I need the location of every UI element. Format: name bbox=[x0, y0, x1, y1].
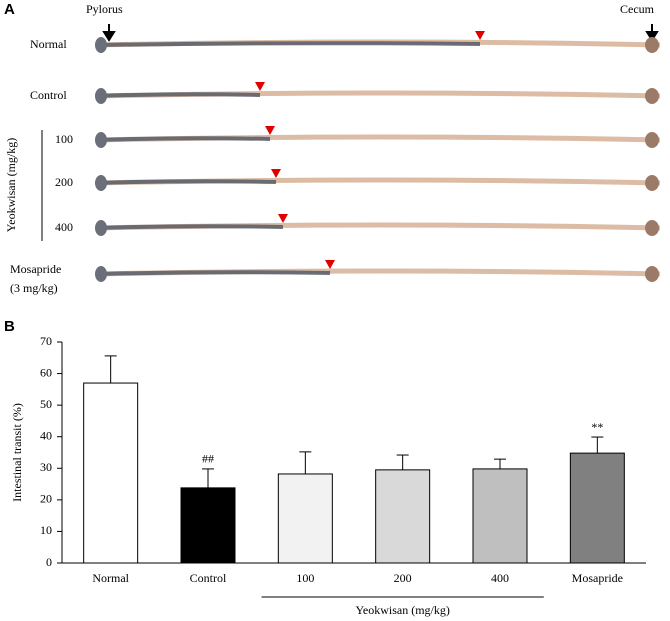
cecum-label: Cecum bbox=[620, 2, 655, 16]
bar bbox=[83, 382, 139, 564]
cecum bbox=[645, 37, 659, 53]
pylorus bbox=[95, 88, 107, 104]
row-label: 200 bbox=[55, 175, 73, 189]
row-label: Mosapride bbox=[10, 262, 61, 276]
pylorus bbox=[95, 37, 107, 53]
x-tick-label: 400 bbox=[491, 571, 509, 585]
transit-marker bbox=[265, 126, 275, 135]
x-tick-label: Normal bbox=[92, 571, 129, 585]
arrow bbox=[645, 24, 659, 42]
y-tick-label: 70 bbox=[40, 334, 52, 348]
intestine-content bbox=[97, 179, 277, 185]
panel-label: A bbox=[4, 1, 15, 18]
row-label: Control bbox=[30, 88, 67, 102]
intestine-content bbox=[97, 270, 331, 276]
y-axis-label: Intestinal transit (%) bbox=[10, 403, 24, 502]
row-label: Normal bbox=[30, 37, 67, 51]
transit-marker bbox=[271, 169, 281, 178]
bar bbox=[180, 487, 236, 564]
bar bbox=[472, 468, 528, 564]
bar bbox=[375, 469, 431, 564]
transit-marker bbox=[278, 214, 288, 223]
arrow bbox=[102, 24, 116, 42]
transit-marker bbox=[475, 31, 485, 40]
intestine-content bbox=[97, 224, 284, 230]
transit-marker bbox=[325, 260, 335, 269]
bar-chart: Intestinal transit (%) 0 10 20 30 40 50 60 70 Nor… bbox=[10, 334, 646, 617]
y-tick-label: 30 bbox=[40, 460, 52, 474]
x-tick-label: 100 bbox=[296, 571, 314, 585]
y-tick-label: 60 bbox=[40, 365, 52, 379]
intestine-content bbox=[97, 41, 481, 47]
x-tick-label: Mosapride bbox=[572, 571, 623, 585]
x-tick-label: 200 bbox=[394, 571, 412, 585]
group-label: Yeokwisan (mg/kg) bbox=[355, 603, 449, 617]
y-tick-label: 40 bbox=[40, 428, 52, 442]
row-label: 400 bbox=[55, 220, 73, 234]
significance-label: ## bbox=[202, 452, 214, 466]
panel-label: B bbox=[4, 318, 15, 335]
cecum bbox=[645, 88, 659, 104]
pylorus bbox=[95, 266, 107, 282]
group-label: Yeokwisan (mg/kg) bbox=[4, 138, 18, 232]
y-tick-label: 10 bbox=[40, 523, 52, 537]
intestine-photo bbox=[95, 31, 661, 282]
row-label: (3 mg/kg) bbox=[10, 281, 58, 295]
cecum bbox=[645, 266, 659, 282]
intestine-content bbox=[97, 92, 261, 98]
pylorus bbox=[95, 132, 107, 148]
significance-label: ** bbox=[591, 420, 603, 434]
pylorus bbox=[95, 220, 107, 236]
transit-marker bbox=[255, 82, 265, 91]
cecum bbox=[645, 175, 659, 191]
cecum bbox=[645, 220, 659, 236]
bar bbox=[277, 473, 333, 564]
y-tick-label: 0 bbox=[46, 555, 52, 569]
intestine-content bbox=[97, 136, 271, 142]
row-label: 100 bbox=[55, 132, 73, 146]
pylorus bbox=[95, 175, 107, 191]
x-tick-label: Control bbox=[190, 571, 227, 585]
pylorus-label: Pylorus bbox=[86, 2, 123, 16]
cecum bbox=[645, 132, 659, 148]
bar bbox=[569, 452, 625, 564]
y-tick-label: 50 bbox=[40, 397, 52, 411]
y-tick-label: 20 bbox=[40, 492, 52, 506]
